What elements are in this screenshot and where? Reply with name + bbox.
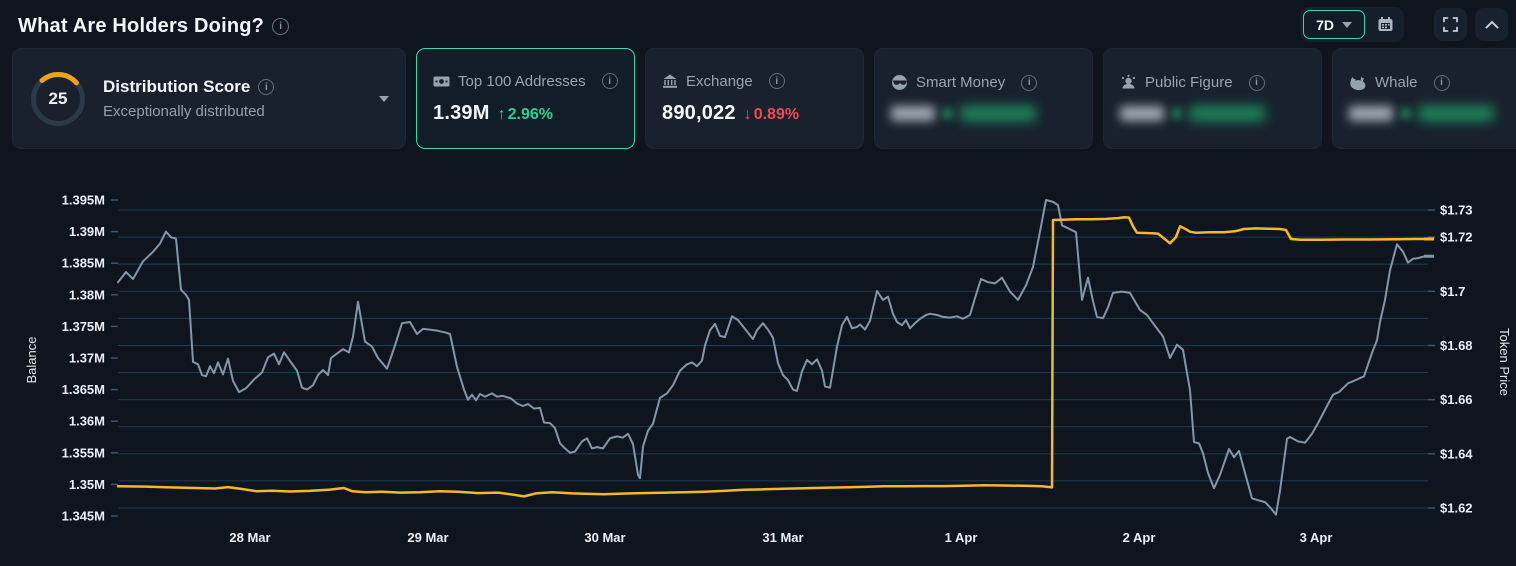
x-axis-date-label: 28 Mar — [229, 530, 270, 545]
distribution-score-title: Distribution Score — [103, 77, 251, 96]
blurred-value-row — [891, 103, 1076, 123]
blurred-value — [1349, 105, 1393, 121]
holders-chart: 1.395M 1.39M 1.385M 1.38M 1.375M 1.37M 1.365M 1… — [0, 170, 1516, 566]
timeframe-group: 7D — [1300, 7, 1404, 42]
bank-icon — [663, 74, 677, 88]
card-title: Smart Money — [916, 74, 1006, 91]
fullscreen-icon — [1443, 17, 1458, 32]
left-axis-title: Balance — [24, 337, 39, 384]
blurred-change-arrow — [1401, 107, 1410, 119]
public-figure-info-icon[interactable] — [1248, 74, 1265, 91]
blurred-value-row — [1120, 103, 1305, 123]
x-axis-date-label: 2 Apr — [1123, 530, 1156, 545]
blurred-change-arrow — [1172, 107, 1181, 119]
blurred-value — [1120, 105, 1164, 121]
card-title: Public Figure — [1145, 74, 1233, 91]
x-axis-date-label: 3 Apr — [1300, 530, 1333, 545]
exchange-info-icon[interactable] — [768, 73, 785, 89]
card-whale[interactable]: Whale — [1332, 48, 1516, 149]
left-axis-tick-label: 1.35M — [69, 477, 105, 492]
card-distribution-score[interactable]: 25 Distribution Score Exceptionally dist… — [12, 48, 406, 149]
timeframe-select[interactable]: 7D — [1303, 10, 1365, 39]
whale-info-icon[interactable] — [1433, 74, 1450, 91]
card-title: Exchange — [686, 72, 753, 90]
smart-money-icon — [892, 75, 907, 90]
distribution-score-gauge: 25 — [29, 70, 87, 128]
right-axis-tick-label: $1.66 — [1440, 392, 1473, 407]
timeframe-value: 7D — [1316, 16, 1334, 33]
x-axis-date-label: 1 Apr — [945, 530, 978, 545]
card-title: Top 100 Addresses — [458, 72, 586, 90]
right-axis-tick-label: $1.7 — [1440, 284, 1465, 299]
x-axis-date-label: 30 Mar — [584, 530, 625, 545]
chevron-down-icon — [1342, 21, 1352, 28]
fullscreen-button[interactable] — [1434, 8, 1467, 41]
distribution-score-subtitle: Exceptionally distributed — [103, 103, 265, 120]
header-controls: 7D — [1300, 7, 1508, 42]
calendar-icon — [1378, 17, 1392, 31]
right-axis-tick-label: $1.72 — [1440, 230, 1473, 245]
public-figure-icon — [1121, 74, 1136, 89]
card-public-figure[interactable]: Public Figure — [1103, 48, 1322, 149]
left-axis-tick-label: 1.37M — [69, 351, 105, 366]
calendar-button[interactable] — [1369, 10, 1401, 39]
blurred-change — [960, 105, 1036, 121]
blurred-change-arrow — [943, 107, 952, 119]
metric-cards-row: 25 Distribution Score Exceptionally dist… — [0, 48, 1516, 149]
right-axis-tick-label: $1.73 — [1440, 203, 1473, 218]
blurred-value — [891, 105, 935, 121]
left-axis-tick-label: 1.345M — [62, 509, 105, 524]
card-change-up: 2.96% — [498, 106, 553, 124]
blurred-value-row — [1349, 103, 1516, 123]
collapse-button[interactable] — [1475, 8, 1508, 41]
token-price-series-line — [116, 216, 1427, 498]
left-axis-tick-label: 1.355M — [62, 445, 105, 460]
widget-header: What Are Holders Doing? — [0, 0, 1516, 48]
blurred-change — [1189, 105, 1265, 121]
right-axis-title: Token Price — [1497, 328, 1512, 396]
card-title: Whale — [1375, 74, 1418, 91]
right-axis-tick-label: $1.68 — [1440, 338, 1473, 353]
whale-icon — [1350, 75, 1366, 90]
distribution-score-value: 25 — [48, 88, 68, 108]
distribution-score-info-icon[interactable] — [258, 79, 275, 95]
left-axis-tick-label: 1.395M — [62, 193, 105, 208]
blurred-change — [1418, 105, 1494, 121]
chevron-up-icon — [1485, 20, 1498, 29]
smart-money-info-icon[interactable] — [1021, 74, 1038, 91]
card-exchange[interactable]: Exchange 890,022 0.89% — [645, 48, 864, 149]
x-axis-date-label: 29 Mar — [407, 530, 448, 545]
left-axis-tick-label: 1.375M — [62, 319, 105, 334]
card-value: 1.39M — [433, 101, 490, 124]
left-axis-tick-label: 1.385M — [62, 256, 105, 271]
card-smart-money[interactable]: Smart Money — [874, 48, 1093, 149]
card-value: 890,022 — [662, 101, 736, 124]
right-axis-tick-label: $1.64 — [1440, 446, 1473, 461]
balance-series-line — [117, 199, 1426, 516]
x-axis-date-label: 31 Mar — [762, 530, 803, 545]
chevron-down-icon[interactable] — [379, 95, 389, 102]
left-axis-tick-label: 1.39M — [69, 224, 105, 239]
top-100-addresses-info-icon[interactable] — [601, 73, 618, 89]
holders-chart-svg: 1.395M 1.39M 1.385M 1.38M 1.375M 1.37M 1.365M 1… — [24, 193, 1512, 546]
page-title: What Are Holders Doing? — [18, 14, 265, 37]
banknote-icon — [433, 76, 450, 86]
left-axis-tick-label: 1.365M — [62, 382, 105, 397]
left-axis-tick-label: 1.38M — [69, 287, 105, 302]
left-axis-tick-label: 1.36M — [69, 414, 105, 429]
right-axis-tick-label: $1.62 — [1440, 501, 1473, 516]
card-top-100-addresses[interactable]: Top 100 Addresses 1.39M 2.96% — [416, 48, 635, 149]
card-change-down: 0.89% — [744, 106, 799, 124]
title-info-icon[interactable] — [272, 17, 290, 35]
